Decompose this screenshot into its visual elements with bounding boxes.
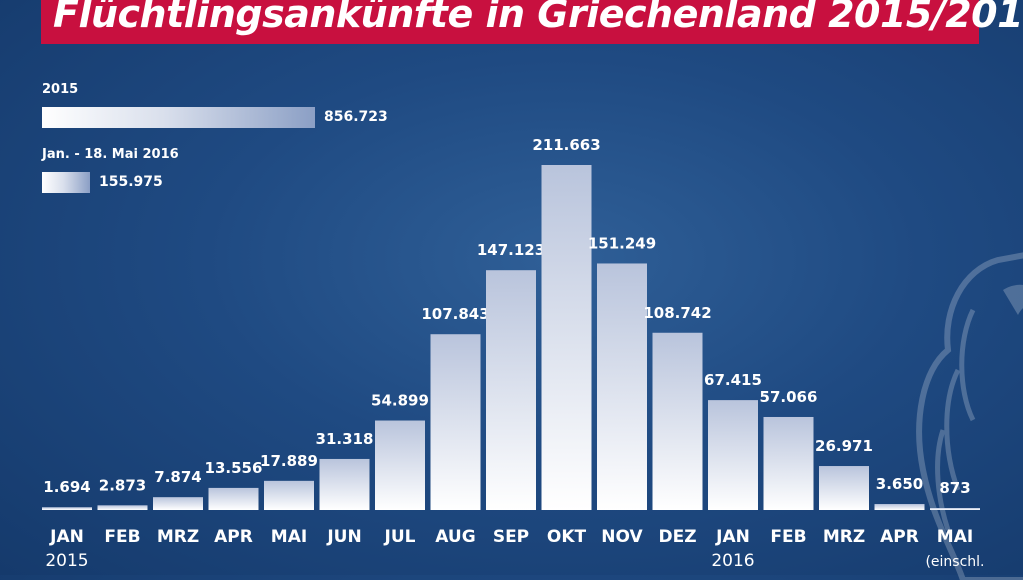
category-label-15: APR (880, 527, 919, 547)
value-label-10: 151.249 (588, 234, 656, 252)
category-label-11: DEZ (658, 527, 696, 547)
value-label-15: 3.650 (876, 475, 923, 493)
value-label-13: 57.066 (760, 388, 818, 406)
bar-2 (153, 497, 203, 510)
bar-1 (97, 505, 148, 510)
bar-11 (652, 332, 703, 510)
category-label-7: AUG (435, 527, 475, 547)
legend-bar-2015 (42, 107, 315, 128)
value-label-0: 1.694 (43, 478, 90, 496)
legend-label-2016: Jan. - 18. Mai 2016 (42, 147, 179, 162)
legend-label-2015: 2015 (42, 82, 79, 97)
category-label-1: FEB (104, 527, 140, 547)
category-label-0: JAN (49, 527, 84, 547)
bar-14 (819, 466, 869, 510)
value-label-5: 31.318 (316, 430, 374, 448)
category-label-3: APR (214, 527, 253, 547)
value-label-1: 2.873 (99, 476, 146, 494)
value-label-16: 873 (939, 479, 970, 497)
bar-8 (486, 270, 536, 510)
category-sublabel-16-0: (einschl. (925, 554, 984, 570)
value-label-2: 7.874 (154, 468, 201, 486)
bar-10 (597, 263, 647, 510)
category-label-6: JUL (384, 527, 416, 547)
chart-title: Flüchtlingsankünfte in Griechenland 2015… (53, 0, 1023, 36)
bar-7 (430, 334, 481, 510)
category-label-16: MAI (937, 527, 973, 547)
value-label-3: 13.556 (205, 459, 263, 477)
value-label-8: 147.123 (477, 241, 545, 259)
category-label-5: JUN (326, 527, 361, 547)
title-banner: Flüchtlingsankünfte in Griechenland 2015… (41, 0, 1023, 44)
category-label-12: JAN (715, 527, 750, 547)
bar-3 (208, 487, 259, 510)
bar-12 (708, 400, 758, 510)
category-label-9: OKT (547, 527, 587, 547)
value-label-7: 107.843 (421, 305, 489, 323)
value-label-14: 26.971 (815, 437, 873, 455)
bars-group: 1.694 JAN 2015 2.873 FEB 7.874 MRZ 13.556 APR 17.… (42, 136, 989, 575)
category-label-13: FEB (770, 527, 806, 547)
category-label-14: MRZ (823, 527, 865, 547)
legend-value-2016: 155.975 (99, 174, 163, 190)
bar-16 (930, 508, 980, 510)
category-sublabel-0-0: 2015 (45, 551, 88, 571)
value-label-9: 211.663 (532, 136, 600, 154)
bar-6 (375, 420, 425, 510)
bar-0 (42, 507, 92, 510)
legend-bar-2016 (42, 172, 90, 193)
category-label-4: MAI (271, 527, 307, 547)
bar-5 (319, 458, 370, 510)
value-label-4: 17.889 (260, 452, 318, 470)
category-label-2: MRZ (157, 527, 199, 547)
legend-value-2015: 856.723 (324, 109, 388, 125)
value-label-12: 67.415 (704, 371, 762, 389)
value-label-6: 54.899 (371, 392, 429, 410)
bar-15 (874, 504, 925, 510)
value-label-11: 108.742 (643, 304, 711, 322)
category-label-8: SEP (493, 527, 529, 547)
bar-4 (264, 480, 314, 510)
eagle-watermark-icon (916, 252, 1023, 580)
category-sublabel-12-0: 2016 (711, 551, 754, 571)
bar-9 (541, 165, 592, 510)
category-label-10: NOV (601, 527, 643, 547)
bar-13 (763, 416, 814, 510)
